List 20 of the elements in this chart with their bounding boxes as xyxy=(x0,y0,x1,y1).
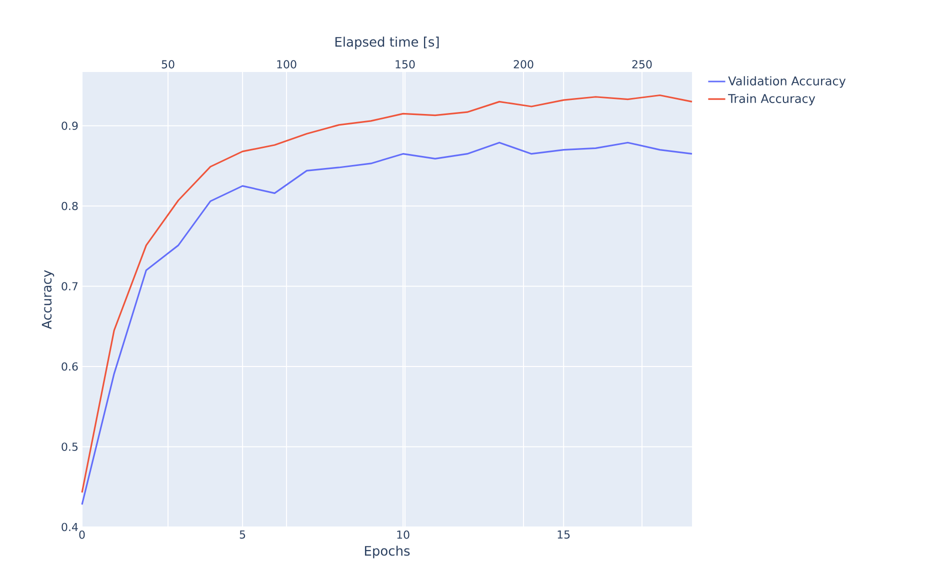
x-tick-label: 10 xyxy=(397,530,410,539)
x-tick-label: 0 xyxy=(79,530,85,539)
y-tick-label: 0.8 xyxy=(62,202,78,210)
y-tick-label: 0.5 xyxy=(62,442,78,451)
y-tick-label: 0.6 xyxy=(62,362,78,371)
y-tick-label: 0.4 xyxy=(62,522,78,532)
x2-tick-label: 200 xyxy=(514,60,534,68)
x-axis-title: Epochs xyxy=(364,546,410,558)
x2-tick-label: 100 xyxy=(277,60,296,68)
y-axis-title: Accuracy xyxy=(42,270,54,330)
x2-tick-label: 50 xyxy=(162,60,174,68)
legend-label: Validation Accuracy xyxy=(728,76,846,88)
x2-tick-label: 250 xyxy=(632,60,652,68)
x-tick-label: 5 xyxy=(240,530,246,539)
y-tick-label: 0.9 xyxy=(62,122,78,130)
x2-axis-title: Elapsed time [s] xyxy=(335,36,439,50)
y-tick-label: 0.7 xyxy=(62,282,78,290)
x2-tick-label: 150 xyxy=(396,60,415,68)
legend-label: Train Accuracy xyxy=(728,94,816,106)
x-tick-label: 15 xyxy=(558,530,570,539)
